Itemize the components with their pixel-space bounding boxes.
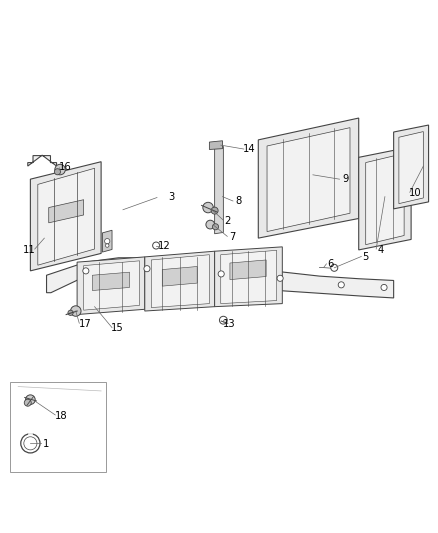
Polygon shape (394, 125, 428, 209)
Circle shape (106, 244, 109, 247)
Text: 7: 7 (229, 232, 235, 242)
Polygon shape (258, 118, 359, 238)
Circle shape (24, 437, 37, 450)
Circle shape (206, 220, 215, 229)
Circle shape (83, 268, 89, 274)
Text: 5: 5 (362, 252, 368, 262)
Circle shape (381, 285, 387, 290)
Circle shape (277, 275, 283, 281)
Polygon shape (38, 168, 95, 265)
Text: 12: 12 (158, 241, 171, 251)
Polygon shape (30, 161, 101, 271)
Text: 13: 13 (223, 319, 236, 329)
Text: 10: 10 (409, 188, 422, 198)
Circle shape (105, 239, 110, 244)
Circle shape (152, 242, 159, 249)
Circle shape (331, 264, 338, 271)
Text: 17: 17 (78, 319, 92, 329)
Circle shape (219, 316, 227, 324)
Polygon shape (77, 257, 145, 314)
Text: 14: 14 (243, 143, 256, 154)
Text: 9: 9 (343, 174, 349, 184)
Polygon shape (399, 132, 424, 204)
Polygon shape (49, 200, 84, 223)
Polygon shape (84, 261, 140, 310)
Text: 18: 18 (55, 411, 67, 421)
Polygon shape (92, 272, 130, 290)
Polygon shape (102, 230, 112, 252)
Text: 6: 6 (327, 260, 333, 269)
Circle shape (24, 399, 31, 406)
Circle shape (211, 207, 218, 214)
Polygon shape (28, 155, 57, 166)
Text: 16: 16 (59, 162, 72, 172)
Circle shape (144, 265, 150, 272)
Polygon shape (221, 251, 277, 304)
Circle shape (54, 169, 60, 175)
Polygon shape (215, 247, 283, 306)
Polygon shape (215, 147, 223, 234)
Text: 3: 3 (168, 192, 174, 201)
Text: 11: 11 (23, 245, 35, 255)
Circle shape (71, 306, 81, 316)
Polygon shape (366, 154, 404, 245)
Circle shape (203, 203, 213, 213)
Circle shape (21, 434, 40, 453)
Text: 2: 2 (225, 216, 231, 225)
Polygon shape (151, 255, 209, 308)
Circle shape (25, 395, 35, 405)
Polygon shape (162, 266, 197, 286)
FancyBboxPatch shape (11, 382, 106, 472)
Text: 8: 8 (236, 196, 242, 206)
Circle shape (68, 310, 73, 316)
Polygon shape (145, 251, 215, 311)
Polygon shape (267, 128, 350, 231)
Text: 1: 1 (43, 439, 50, 449)
Circle shape (218, 271, 224, 277)
Circle shape (55, 164, 65, 175)
Polygon shape (209, 141, 223, 149)
Polygon shape (359, 147, 411, 250)
Polygon shape (46, 258, 394, 298)
Text: 4: 4 (378, 245, 384, 255)
Circle shape (338, 282, 344, 288)
Text: 15: 15 (111, 324, 124, 334)
Polygon shape (230, 260, 266, 280)
Circle shape (212, 224, 219, 230)
